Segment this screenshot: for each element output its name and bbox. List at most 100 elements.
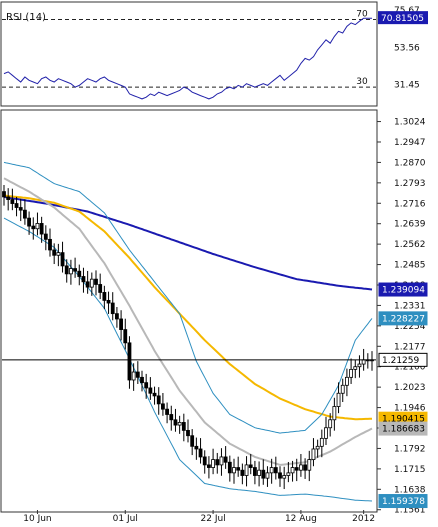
price-value-tag-text: 1.159378 [382,497,425,507]
candle [52,243,57,265]
candle [299,454,303,477]
candle [227,455,232,482]
candle-body-down [2,191,6,198]
candle-body-up [299,464,303,471]
candle [39,216,44,243]
candle-body-down [110,302,115,315]
candle-body-up [324,427,328,439]
candle-body-down [261,469,266,479]
candle [303,458,307,479]
candle-body-up [219,456,224,466]
rsi-panel-frame [0,1,378,107]
candle-body-down [31,225,36,230]
candle [219,448,224,476]
candle-body-down [123,329,128,344]
x-tick-label: 2012 [352,514,375,523]
candle-body-down [148,387,153,394]
candle [278,466,282,487]
candle [10,188,15,211]
candle-body-down [77,270,82,277]
candle [232,458,236,484]
candle [349,358,353,384]
candle [290,460,295,482]
price-line-ma_fast [3,194,373,421]
candle-body-down [303,464,307,471]
rsi-plot-area: 70 30 [2,10,376,100]
candle [140,370,144,392]
candle-body-up [340,384,345,394]
price-y-tick-label: 1.2639 [394,220,426,230]
candle [81,267,86,293]
candle-body-down [81,276,86,283]
candle-body-up [244,464,249,476]
price-y-tick-label: 1.1715 [394,465,426,475]
price-value-tag-bg [378,282,428,297]
rsi-y-tick-label: 31.45 [394,81,420,91]
price-y-tick-label: 1.2254 [394,322,426,332]
candle [2,184,6,206]
candle [357,355,362,378]
candle-body-up [345,376,349,386]
candle-body-down [294,467,299,471]
candle [110,292,115,321]
candle-body-down [186,429,190,437]
candle-body-down [102,292,107,301]
candle-body-down [135,371,140,378]
candle-body-down [156,395,161,405]
rsi-y-tick-label: 53.56 [394,43,420,53]
price-value-tag-text: 1.21259 [382,356,419,366]
candle [115,307,119,328]
candle [202,450,207,474]
candle-body-up [282,475,287,479]
candle-body-down [98,284,103,293]
candle-body-up [349,368,353,378]
candle [223,446,228,469]
candle [253,460,257,485]
candle [98,273,103,300]
candle [265,466,270,487]
price-y-tick-label: 1.2870 [394,158,426,168]
price-y-tick-label: 1.2331 [394,301,426,311]
candle-body-up [357,363,362,368]
price-y-tick-label: 1.2947 [394,138,426,148]
candle [144,373,149,399]
candle [315,439,320,458]
candle [161,392,165,416]
candle-body-down [194,445,199,450]
candle [328,413,333,437]
candle-body-up [361,359,366,365]
price-value-tag-bg [378,311,428,326]
rsi-last-value-tag: 70.81505 [378,11,428,25]
candle-body-down [94,278,98,285]
candle [236,456,241,477]
candle-body-down [52,249,57,256]
candle [73,257,77,278]
price-value-tag-bg [378,352,428,367]
candle-body-up [315,445,320,450]
price-y-tick-label: 1.3024 [394,118,426,128]
candle-body-down [173,419,178,426]
candle [60,241,65,273]
rsi-level-label: 30 [356,77,368,87]
candle [273,456,278,480]
x-tick-label: 10 Jun [23,514,51,523]
price-value-tag-bg [378,421,428,436]
candle-body-down [181,422,186,431]
candle [181,413,186,442]
candle-body-up [69,268,73,275]
price-value-tag: 1.228227 [378,311,428,326]
candle-body-down [144,382,149,389]
rsi-last-value-bg [378,11,428,25]
candle [282,466,287,490]
candle-body-up [290,467,295,474]
candle [353,360,358,379]
candle-body-up [332,406,337,421]
candle-body-up [311,448,316,460]
candle-body-down [253,467,257,476]
candle-body-up [307,459,312,471]
candle [332,397,337,431]
candle [294,458,299,482]
rsi-line [3,17,372,100]
candle [18,198,23,222]
